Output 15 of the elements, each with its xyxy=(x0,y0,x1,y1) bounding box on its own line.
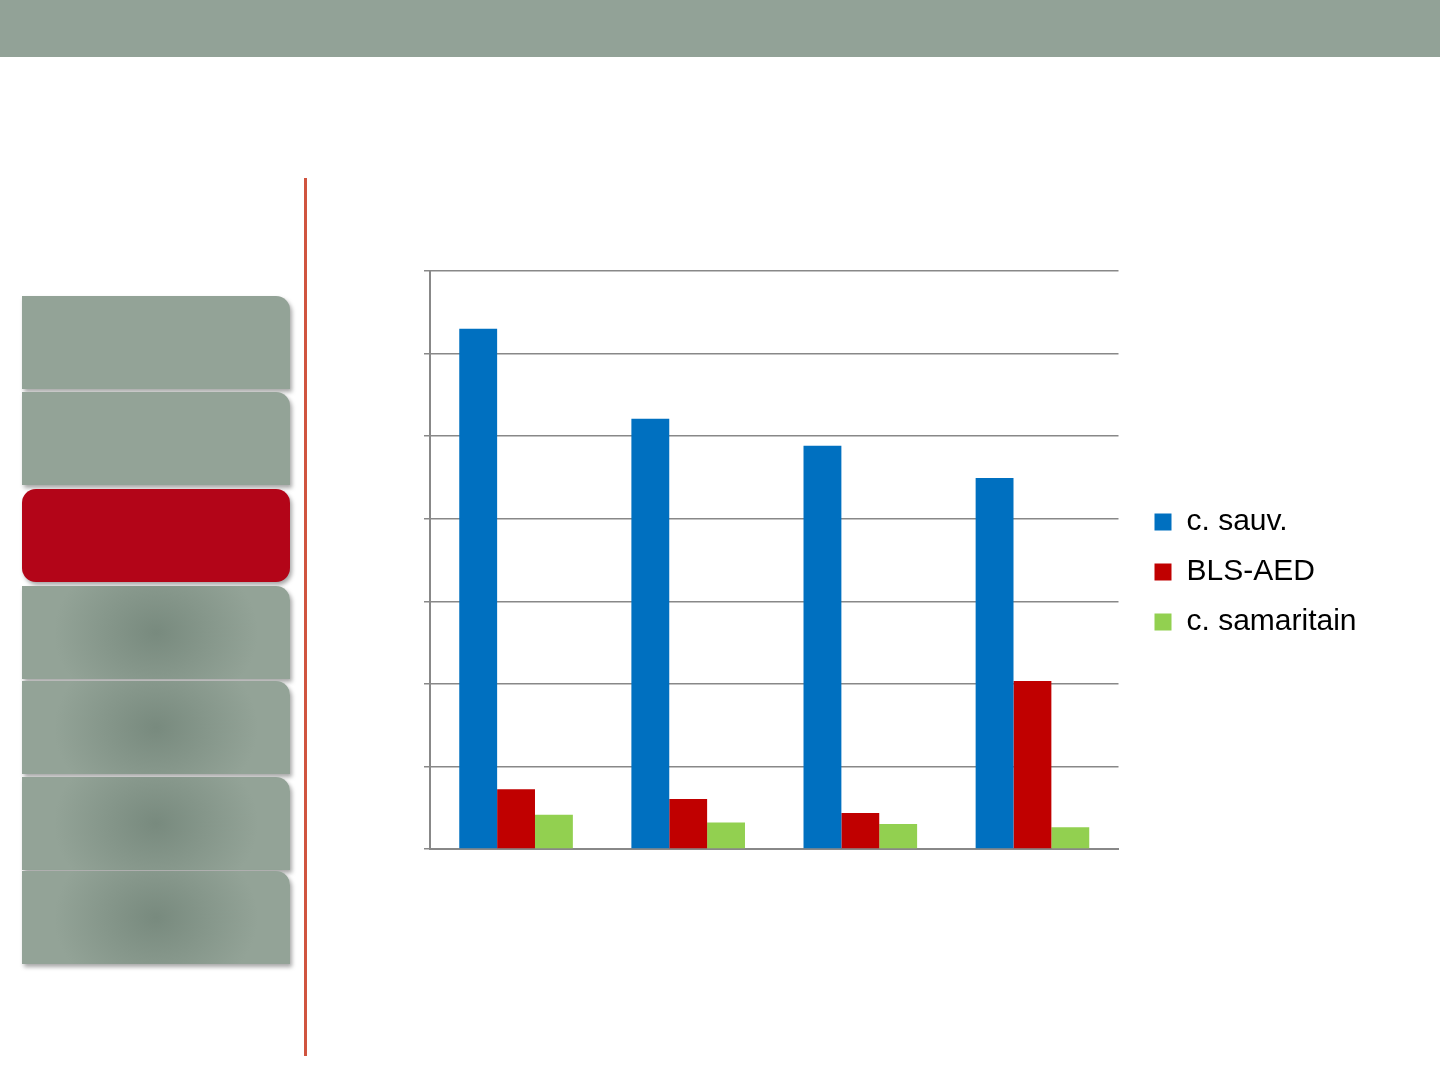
legend-label: c. samaritain xyxy=(1186,603,1357,637)
bar xyxy=(841,813,880,849)
bar xyxy=(669,799,708,849)
bar xyxy=(497,789,535,849)
bar xyxy=(459,328,498,849)
legend-label: c. sauv. xyxy=(1186,503,1288,537)
bar xyxy=(879,824,918,849)
bar xyxy=(535,814,573,849)
bar xyxy=(1051,827,1090,849)
bar xyxy=(803,445,842,849)
bar xyxy=(631,418,670,849)
bar xyxy=(975,478,1014,849)
legend-label: BLS-AED xyxy=(1186,553,1315,587)
bar xyxy=(707,822,745,849)
bar xyxy=(1013,680,1052,849)
